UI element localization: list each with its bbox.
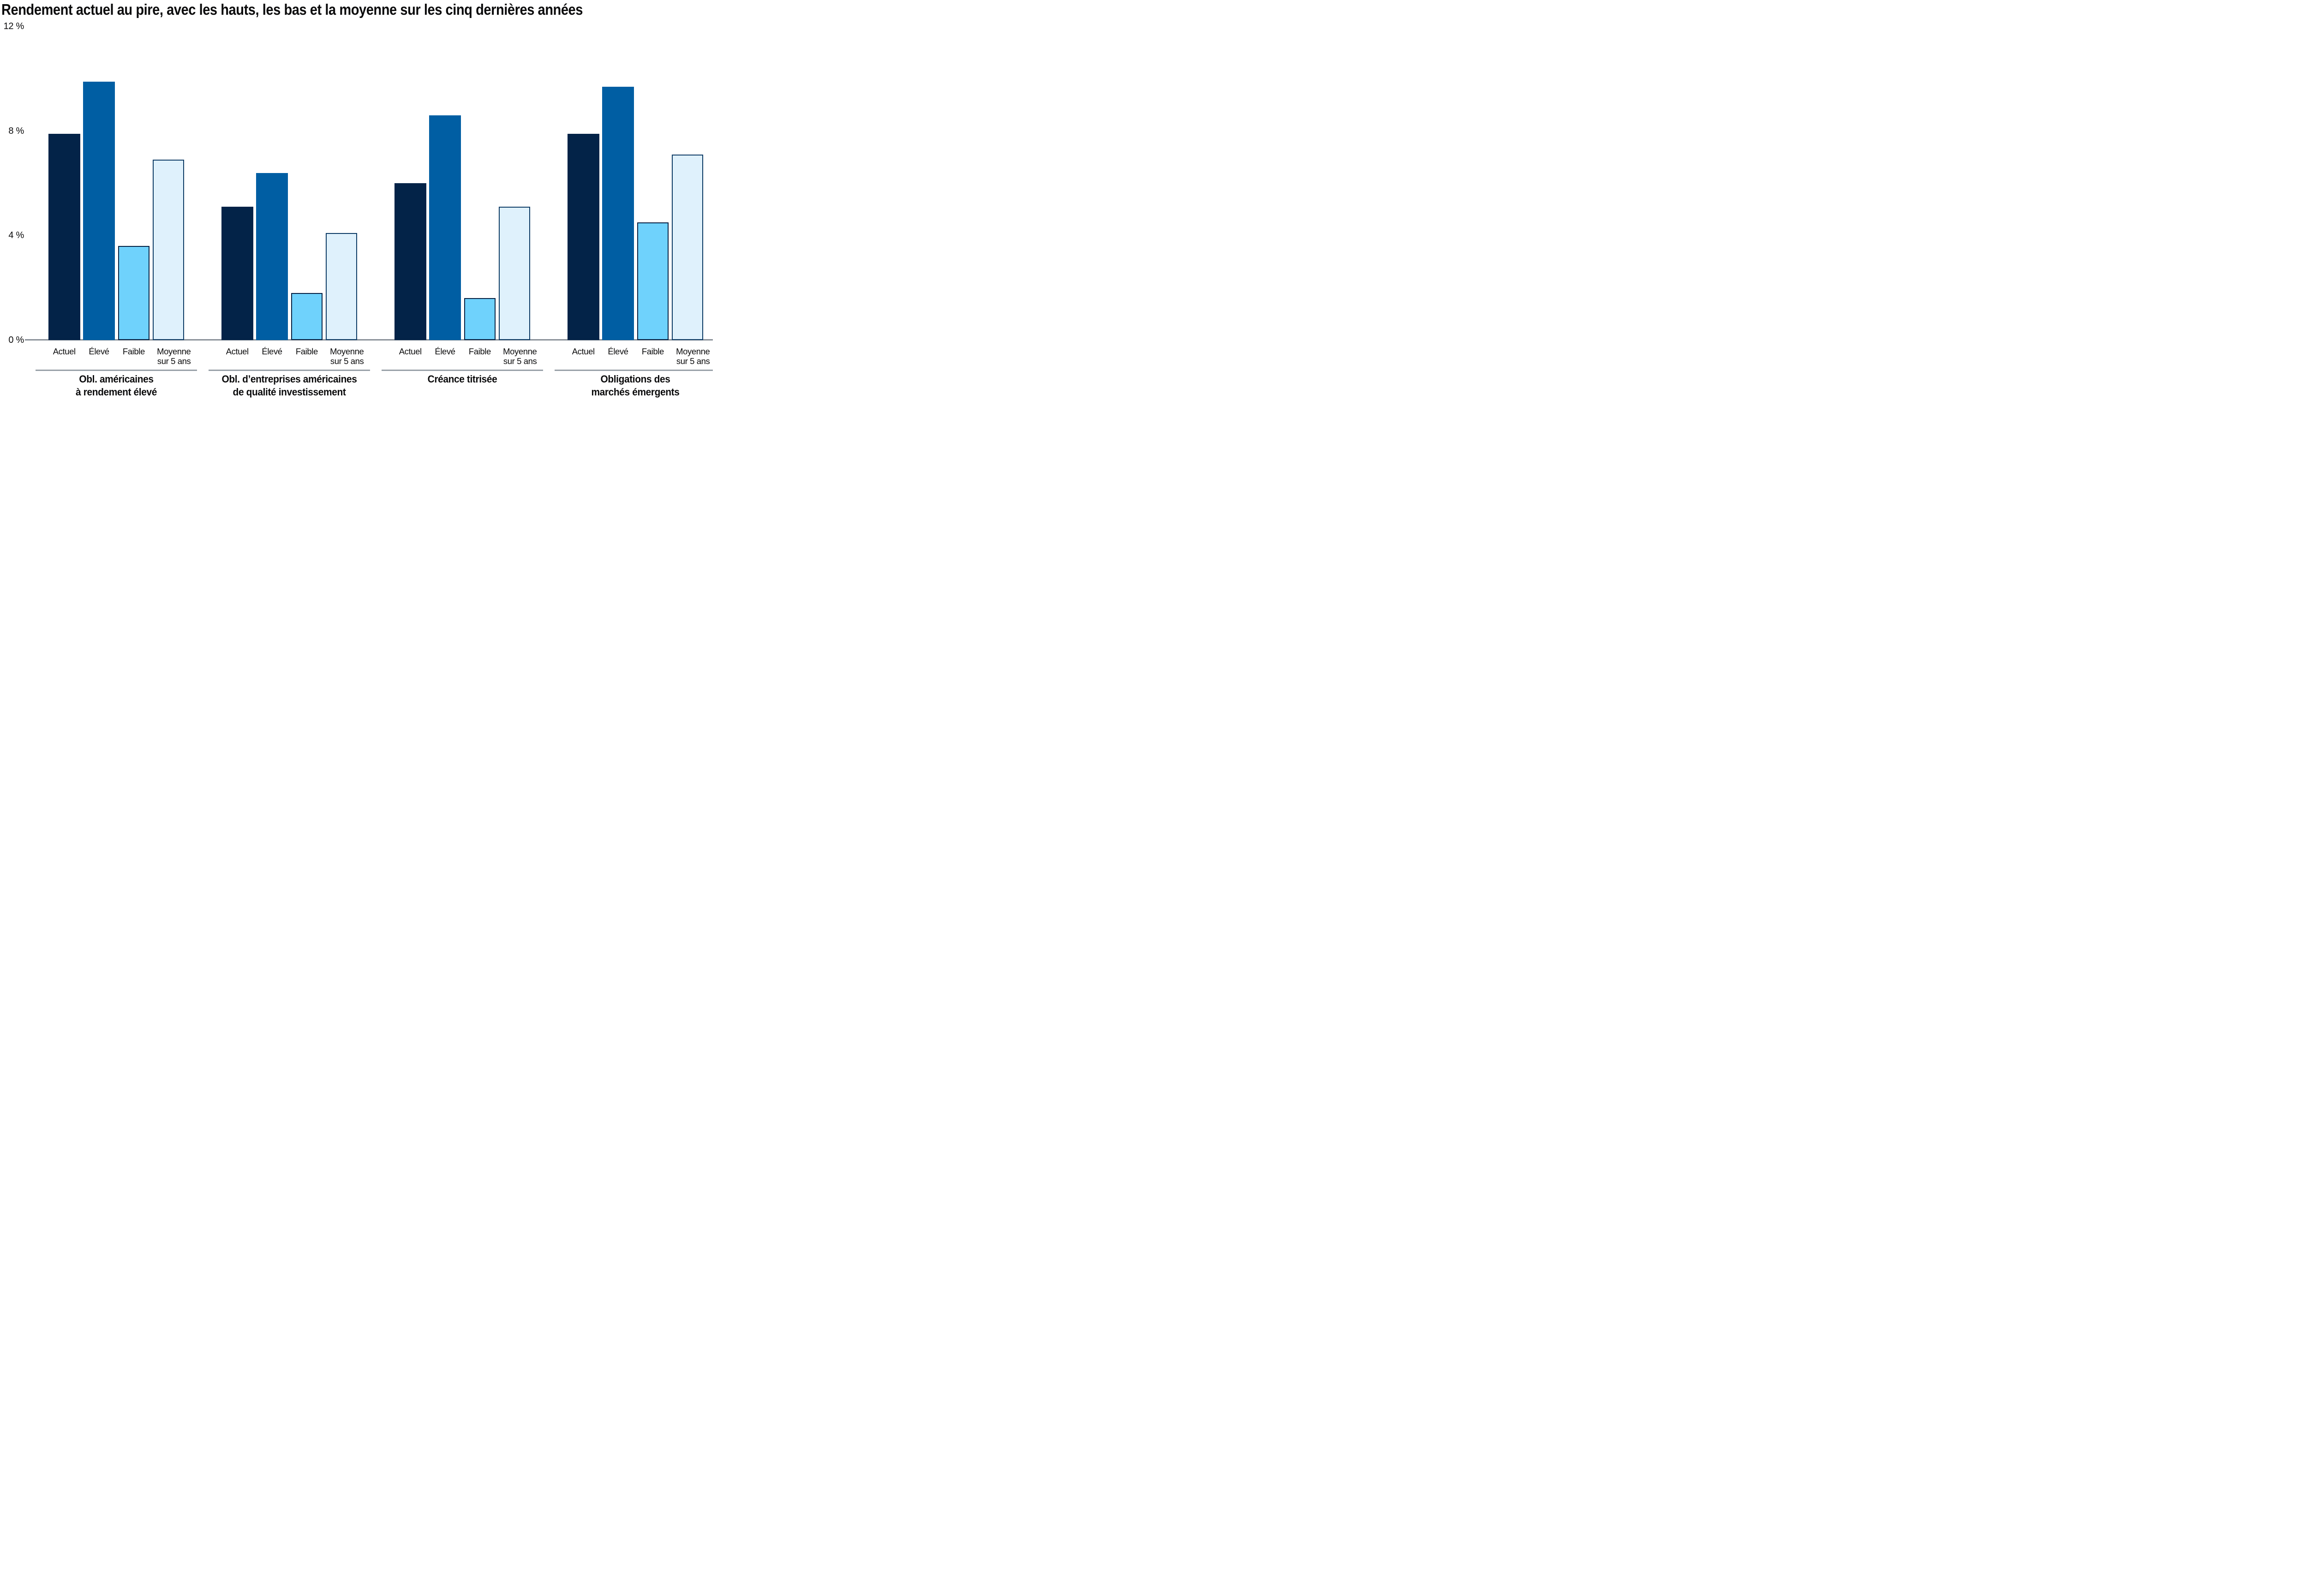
bar-moyenne-group-2 (325, 233, 358, 340)
group-label-2: Obl. d’entreprises américaines de qualité… (206, 373, 373, 398)
bar-tick-label-eleve: Élevé (435, 347, 455, 356)
x-axis-line (25, 339, 713, 341)
bar-eleve-group-2 (256, 173, 288, 340)
group-label-line1: Obl. américaines (79, 373, 154, 385)
bar-moyenne-group-3 (498, 207, 531, 340)
y-axis-tick-label: 0 % (8, 335, 24, 345)
bar-actuel-group-3 (394, 183, 426, 340)
bar-tick-label-moyenne-line1: Moyenne (503, 347, 537, 356)
bar-moyenne-group-4 (671, 155, 704, 340)
group-label-line1: Obl. d’entreprises américaines (221, 373, 357, 385)
bar-tick-label-actuel: Actuel (53, 347, 76, 356)
group-label-line2: à rendement élevé (76, 386, 157, 398)
bar-faible-group-1 (118, 246, 150, 340)
bar-tick-label-moyenne-line1: Moyenne (157, 347, 191, 356)
y-axis-tick-label: 8 % (8, 126, 24, 136)
bar-tick-label-actuel: Actuel (226, 347, 249, 356)
group-label-3: Créance titrisée (379, 373, 546, 386)
bar-tick-label-actuel: Actuel (572, 347, 595, 356)
group-separator-line (382, 370, 544, 371)
bar-faible-group-2 (291, 293, 323, 340)
bar-tick-label-moyenne-line2: sur 5 ans (676, 356, 710, 366)
group-separator-line (209, 370, 371, 371)
bar-tick-label-faible: Faible (122, 347, 145, 356)
bar-tick-label-moyenne: Moyenne sur 5 ans (659, 347, 710, 366)
chart-title: Rendement actuel au pire, avec les hauts… (1, 1, 583, 18)
bar-tick-label-moyenne-line1: Moyenne (330, 347, 364, 356)
bar-tick-label-eleve: Élevé (89, 347, 109, 356)
group-separator-line (555, 370, 713, 371)
group-label-line2: marchés émergents (591, 386, 680, 398)
bar-tick-label-actuel: Actuel (399, 347, 422, 356)
group-label-line2: de qualité investissement (233, 386, 346, 398)
bar-tick-label-moyenne: Moyenne sur 5 ans (313, 347, 364, 366)
y-axis-tick-label: 12 % (3, 21, 24, 32)
bar-tick-label-eleve: Élevé (262, 347, 282, 356)
bar-tick-label-moyenne-line2: sur 5 ans (503, 356, 537, 366)
group-label-line1: Obligations des (600, 373, 670, 385)
bar-moyenne-group-1 (152, 160, 185, 340)
bar-tick-label-faible: Faible (295, 347, 318, 356)
bar-actuel-group-2 (221, 207, 253, 340)
bar-tick-label-moyenne: Moyenne sur 5 ans (486, 347, 537, 366)
bar-eleve-group-3 (429, 115, 461, 340)
bar-tick-label-faible: Faible (468, 347, 491, 356)
bar-actuel-group-4 (568, 133, 599, 340)
bar-tick-label-moyenne-line2: sur 5 ans (157, 356, 191, 366)
group-separator-line (36, 370, 197, 371)
bar-eleve-group-1 (83, 81, 115, 340)
bar-eleve-group-4 (602, 86, 634, 340)
bar-tick-label-moyenne: Moyenne sur 5 ans (140, 347, 191, 366)
bar-tick-label-faible: Faible (641, 347, 664, 356)
group-label-4: Obligations des marchés émergents (552, 373, 713, 398)
bar-faible-group-4 (637, 222, 669, 340)
bar-actuel-group-1 (48, 133, 80, 340)
yield-to-worst-bar-chart: Rendement actuel au pire, avec les hauts… (0, 0, 713, 411)
bar-tick-label-moyenne-line1: Moyenne (676, 347, 710, 356)
bar-tick-label-moyenne-line2: sur 5 ans (330, 356, 364, 366)
group-label-1: Obl. américaines à rendement élevé (33, 373, 200, 398)
group-label-line1: Créance titrisée (427, 373, 497, 385)
bar-tick-label-eleve: Élevé (608, 347, 628, 356)
y-axis-tick-label: 4 % (8, 230, 24, 241)
bar-faible-group-3 (464, 298, 496, 340)
